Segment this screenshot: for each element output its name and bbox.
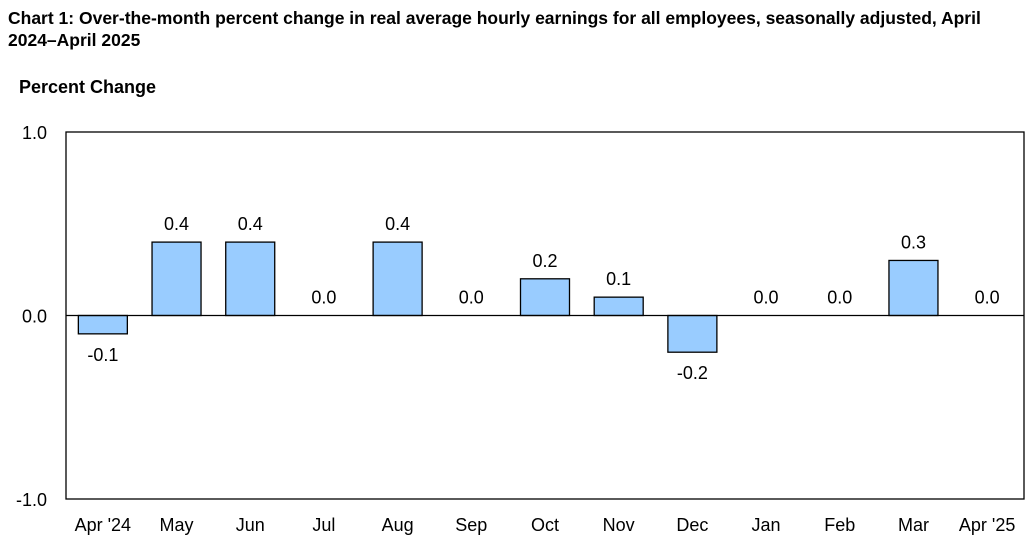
- data-label: 0.0: [827, 288, 852, 308]
- bar-7: [593, 296, 644, 317]
- x-tick-label: Jun: [236, 515, 265, 535]
- data-label: 0.0: [311, 288, 336, 308]
- y-tick-label: 1.0: [22, 123, 47, 143]
- x-tick-label: Mar: [898, 515, 929, 535]
- data-label: 0.2: [532, 251, 557, 271]
- data-label: 0.1: [606, 269, 631, 289]
- chart-title: Chart 1: Over-the-month percent change i…: [8, 8, 981, 50]
- x-tick-label: Jan: [752, 515, 781, 535]
- data-label: 0.0: [459, 288, 484, 308]
- x-tick-label: Dec: [676, 515, 708, 535]
- data-label: 0.4: [385, 214, 410, 234]
- x-tick-label: Oct: [531, 515, 559, 535]
- y-tick-label: -1.0: [16, 490, 47, 510]
- bar-4: [372, 241, 423, 317]
- x-tick-label: May: [160, 515, 194, 535]
- data-label: -0.1: [87, 345, 118, 365]
- data-label: 0.3: [901, 232, 926, 252]
- axes-layer: [65, 131, 1025, 500]
- x-tick-label: Apr '24: [75, 515, 131, 535]
- data-label: 0.4: [238, 214, 263, 234]
- bar-0: [77, 314, 128, 335]
- data-label: 0.0: [975, 288, 1000, 308]
- data-label: 0.0: [754, 288, 779, 308]
- data-label: -0.2: [677, 363, 708, 383]
- data-labels-layer: -0.1 0.4 0.4 0.0 0.4 0.0 0.2 0.1 -0.2 0.0 0.0 0.3 0.…: [87, 214, 999, 383]
- x-tick-label: Nov: [603, 515, 635, 535]
- x-tick-label: Feb: [824, 515, 855, 535]
- bar-11: [888, 259, 939, 317]
- x-tick-label: Aug: [382, 515, 414, 535]
- y-axis-label: Percent Change: [19, 77, 157, 97]
- bar-8: [667, 314, 718, 353]
- bar-2: [225, 241, 276, 317]
- x-tick-label: Sep: [455, 515, 487, 535]
- tick-labels-layer: 1.0 0.0 -1.0 Apr '24 May Jun Jul Aug Sep Oct Nov De…: [16, 123, 1015, 535]
- x-tick-label: Jul: [312, 515, 335, 535]
- x-tick-label: Apr '25: [959, 515, 1015, 535]
- bar-1: [151, 241, 202, 317]
- y-tick-label: 0.0: [22, 307, 47, 327]
- bar-6: [519, 278, 571, 317]
- data-label: 0.4: [164, 214, 189, 234]
- bars-layer: [77, 241, 939, 353]
